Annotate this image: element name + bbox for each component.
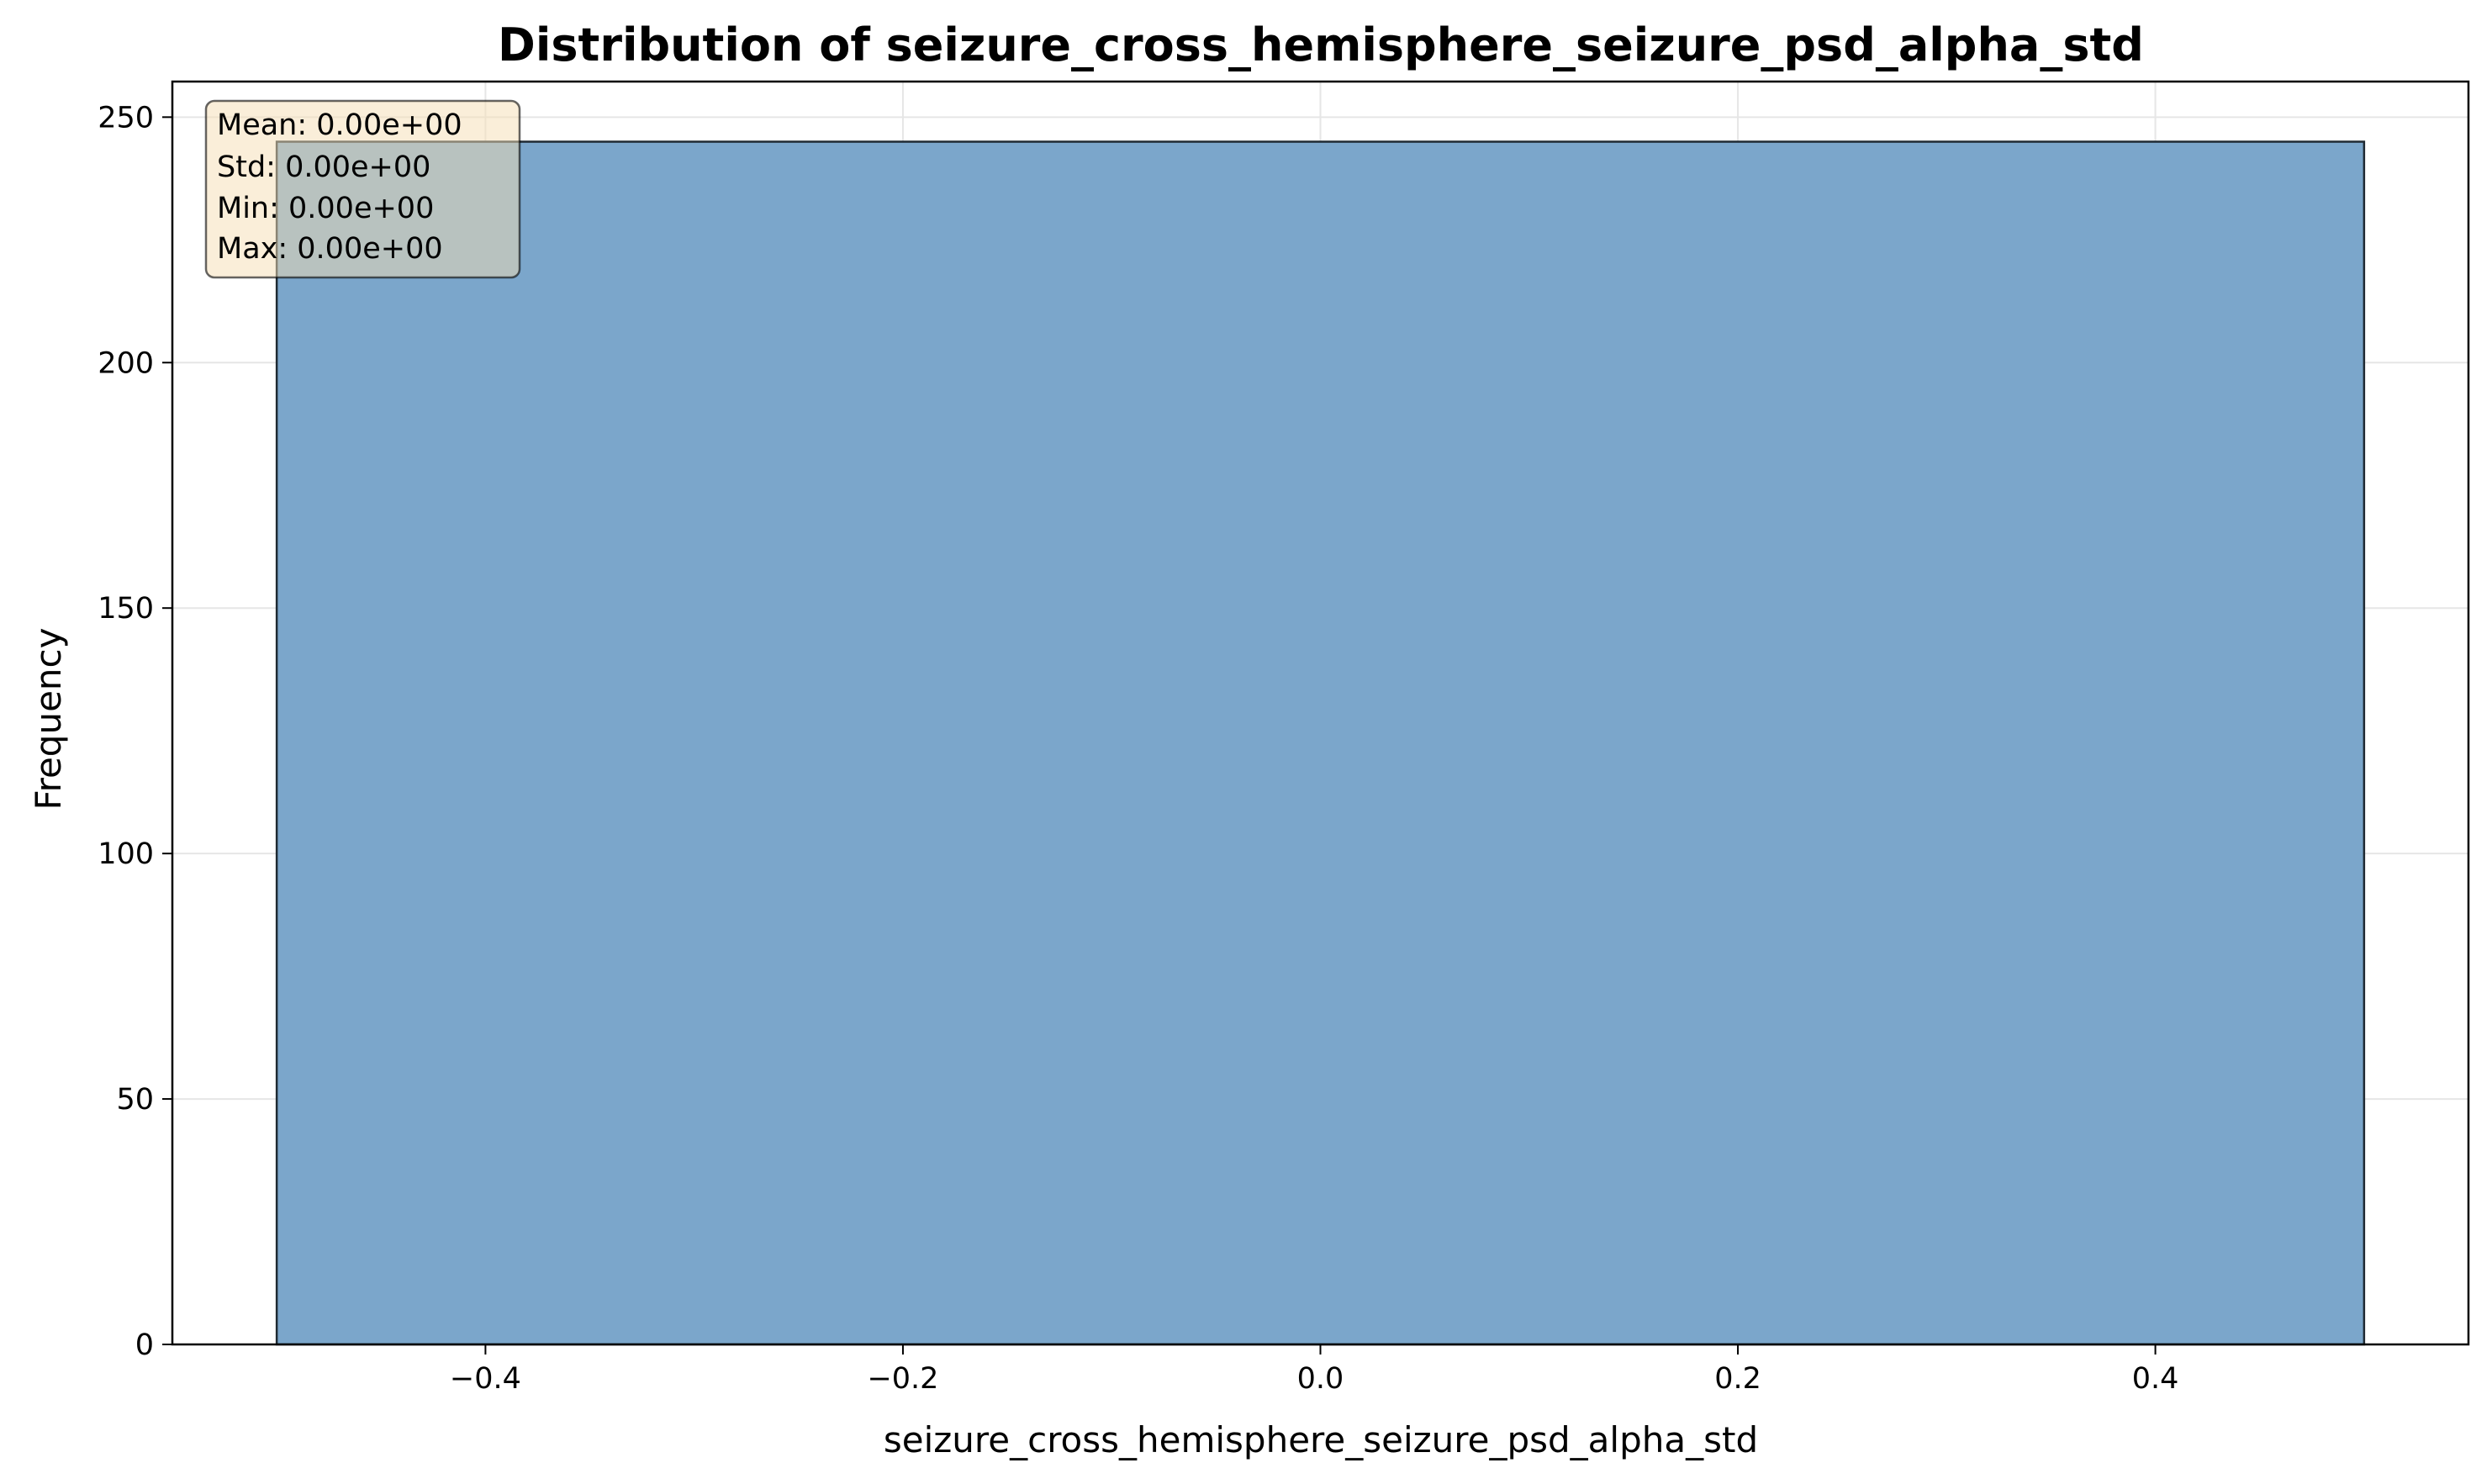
y-tick-label: 0 [135, 1328, 154, 1362]
x-tick-label: 0.2 [1714, 1362, 1761, 1396]
x-tick-label: 0.4 [2132, 1362, 2179, 1396]
x-tick-label: −0.4 [450, 1362, 521, 1396]
stats-max: Max: 0.00e+00 [217, 232, 443, 266]
y-tick-label: 50 [116, 1083, 154, 1117]
stats-box-background [204, 99, 521, 279]
histogram-bars [275, 140, 2366, 1346]
x-axis-label: seizure_cross_hemisphere_seizure_psd_alp… [884, 1419, 1758, 1460]
stats-mean: Mean: 0.00e+00 [217, 108, 462, 142]
stats-box: Mean: 0.00e+00 Std: 0.00e+00 Min: 0.00e+… [204, 99, 521, 279]
chart-title: Distribution of seizure_cross_hemisphere… [498, 18, 2144, 71]
x-axis-ticks: −0.4 −0.2 0.0 0.2 0.4 [450, 1344, 2179, 1396]
stats-min: Min: 0.00e+00 [217, 192, 434, 225]
y-tick-label: 250 [98, 101, 154, 135]
histogram-bar [275, 140, 2366, 1346]
x-tick-label: −0.2 [867, 1362, 938, 1396]
y-tick-label: 100 [98, 837, 154, 871]
y-tick-label: 150 [98, 592, 154, 626]
y-axis-label: Frequency [28, 628, 69, 811]
x-tick-label: 0.0 [1297, 1362, 1344, 1396]
y-axis-ticks: 0 50 100 150 200 250 [98, 101, 172, 1362]
y-tick-label: 200 [98, 346, 154, 380]
stats-std: Std: 0.00e+00 [217, 151, 430, 184]
